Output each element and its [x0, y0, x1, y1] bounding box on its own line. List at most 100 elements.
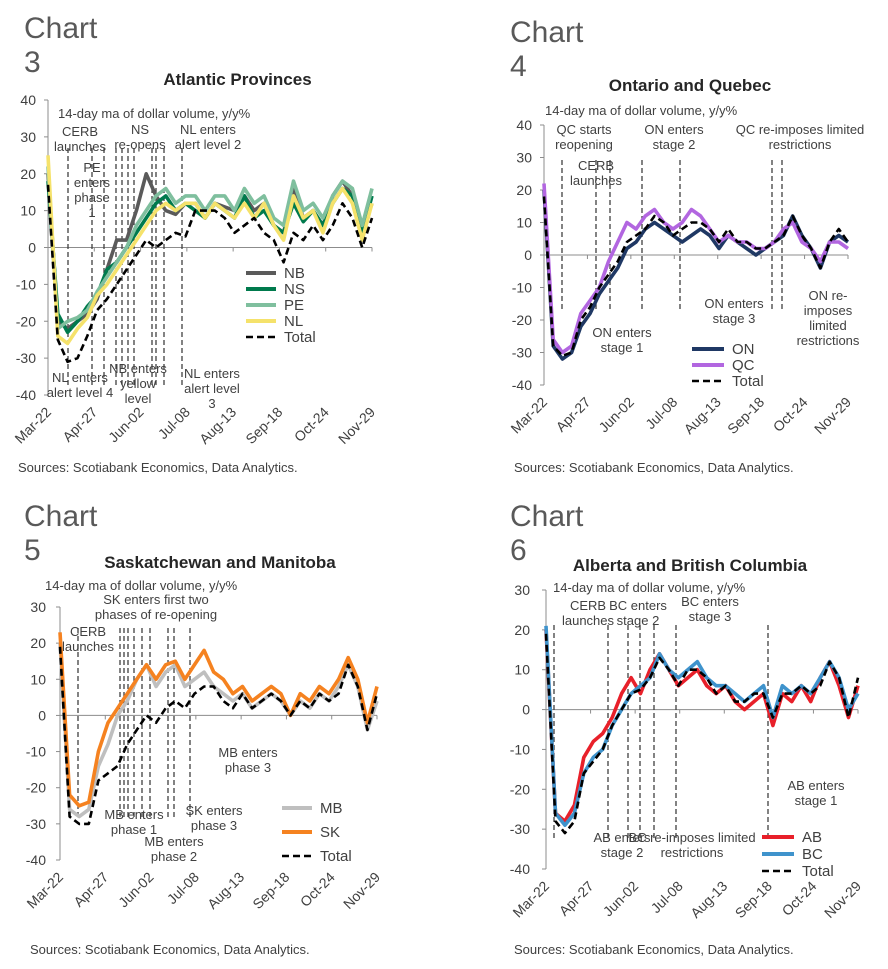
event-annotation: SK enters first two — [103, 592, 208, 607]
y-tick-label: 0 — [38, 707, 46, 723]
event-annotation: ON enters — [592, 325, 652, 340]
y-tick-label: -10 — [16, 276, 36, 292]
series-line-total — [46, 184, 374, 364]
y-axis-label: 14-day ma of dollar volume, y/y% — [545, 103, 738, 118]
event-annotation: BC enters — [609, 598, 667, 613]
legend-label: AB — [802, 829, 822, 846]
y-tick-label: 0 — [524, 247, 532, 263]
series-line-total — [542, 196, 850, 358]
event-annotation: BC re-imposes limited — [628, 830, 755, 845]
event-annotation: MB enters — [144, 834, 204, 849]
event-annotation: launches — [570, 173, 623, 188]
event-annotation: limited — [809, 318, 847, 333]
legend-label: SK — [320, 824, 340, 841]
event-annotation: alert level — [184, 381, 240, 396]
event-annotation: AB enters — [787, 778, 845, 793]
y-tick-label: -40 — [510, 861, 530, 877]
y-axis-label: 14-day ma of dollar volume, y/y% — [45, 578, 238, 593]
event-annotation: restrictions — [661, 845, 724, 860]
event-annotation: phase 2 — [151, 849, 197, 864]
series-line-ab — [544, 629, 860, 824]
legend-label: NB — [284, 265, 305, 282]
series-line-sk — [58, 632, 379, 808]
chart-5-plot: 14-day ma of dollar volume, y/y% 30 20 10 0 -… — [23, 578, 383, 912]
event-annotation: stage 2 — [617, 613, 660, 628]
y-tick-label: -40 — [16, 387, 36, 403]
y-tick-label: -20 — [510, 781, 530, 797]
chart-title: Ontario and Quebec — [608, 76, 772, 95]
series-line-qc — [542, 183, 850, 355]
y-tick-label: -30 — [16, 350, 36, 366]
legend-label: Total — [802, 863, 834, 880]
event-annotation: restrictions — [797, 333, 860, 348]
event-annotation: restrictions — [769, 137, 832, 152]
y-tick-label: -10 — [510, 741, 530, 757]
event-annotation: alert level 4 — [47, 385, 113, 400]
y-tick-label: 10 — [30, 671, 46, 687]
y-tick-label: 20 — [514, 622, 530, 638]
event-annotation: ON re- — [809, 288, 848, 303]
event-annotation: reopening — [555, 137, 613, 152]
legend-label: Total — [732, 373, 764, 390]
chart-source: Sources: Scotiabank Economics, Data Anal… — [514, 460, 794, 475]
event-annotation: CERB — [570, 598, 606, 613]
y-axis-label: 14-day ma of dollar volume, y/y% — [553, 580, 746, 595]
event-annotation: stage 3 — [713, 311, 756, 326]
y-tick-label: 0 — [522, 702, 530, 718]
event-annotation: launches — [54, 139, 107, 154]
event-annotation: NS — [131, 122, 149, 137]
series-line-on — [542, 189, 850, 361]
y-tick-label: 10 — [516, 215, 532, 231]
event-annotation: launches — [562, 613, 615, 628]
legend-label: PE — [284, 297, 304, 314]
chart-source: Sources: Scotiabank Economics, Data Anal… — [30, 942, 310, 957]
event-annotation: stage 2 — [653, 137, 696, 152]
chart-4-plot: 14-day ma of dollar volume, y/y% 40 30 20 10… — [507, 103, 865, 437]
y-tick-label: 30 — [30, 599, 46, 615]
y-tick-label: 40 — [516, 117, 532, 133]
chart-source: Sources: Scotiabank Economics, Data Anal… — [514, 942, 794, 957]
y-tick-label: -10 — [512, 280, 532, 296]
y-tick-label: -40 — [512, 377, 532, 393]
series-line-pe — [46, 166, 374, 331]
event-annotation: NB enters — [109, 361, 167, 376]
y-tick-label: 30 — [514, 582, 530, 598]
x-tick-label: Apr-27 — [556, 878, 597, 919]
event-annotation: alert level 2 — [175, 137, 241, 152]
event-annotation: enters — [74, 175, 111, 190]
x-tick-label: Nov-29 — [821, 878, 864, 921]
chart-heading: Chart 6 — [510, 500, 584, 567]
chart-source: Sources: Scotiabank Economics, Data Anal… — [18, 460, 298, 475]
x-tick-label: Jun-02 — [600, 878, 642, 920]
event-annotation: 3 — [208, 396, 215, 411]
x-tick-label: Mar-22 — [509, 878, 552, 921]
y-tick-label: 40 — [20, 92, 36, 108]
y-tick-label: 10 — [514, 662, 530, 678]
event-annotation: MB enters — [104, 807, 164, 822]
y-tick-label: 20 — [30, 635, 46, 651]
legend-label: QC — [732, 357, 755, 374]
event-annotation: NL enters — [180, 122, 236, 137]
chart-3-plot: 14-day ma of dollar volume, y/y%40302010… — [11, 92, 378, 447]
x-tick-label: Sep-18 — [732, 878, 775, 921]
y-tick-label: 0 — [28, 240, 36, 256]
event-annotation: launches — [62, 639, 115, 654]
chart-heading: Chart 4 — [510, 16, 584, 83]
y-tick-label: 30 — [20, 129, 36, 145]
y-tick-label: 10 — [20, 203, 36, 219]
y-axis-label: 14-day ma of dollar volume, y/y% — [58, 106, 251, 121]
event-annotation: AB enters — [593, 830, 651, 845]
chart-title: Saskatchewan and Manitoba — [104, 553, 336, 572]
event-annotation: CERB — [62, 124, 98, 139]
y-tick-label: -10 — [26, 744, 46, 760]
legend-label: NL — [284, 313, 303, 330]
event-annotation: phase 1 — [111, 822, 157, 837]
chart-title: Atlantic Provinces — [163, 70, 312, 89]
event-annotation: QC re-imposes limited — [736, 122, 865, 137]
legend-label: Total — [320, 848, 352, 865]
series-line-total — [58, 646, 379, 826]
event-annotation: BC enters — [681, 594, 739, 609]
event-annotation: ON enters — [704, 296, 764, 311]
event-annotation: NL enters — [184, 366, 240, 381]
y-tick-label: 30 — [516, 150, 532, 166]
